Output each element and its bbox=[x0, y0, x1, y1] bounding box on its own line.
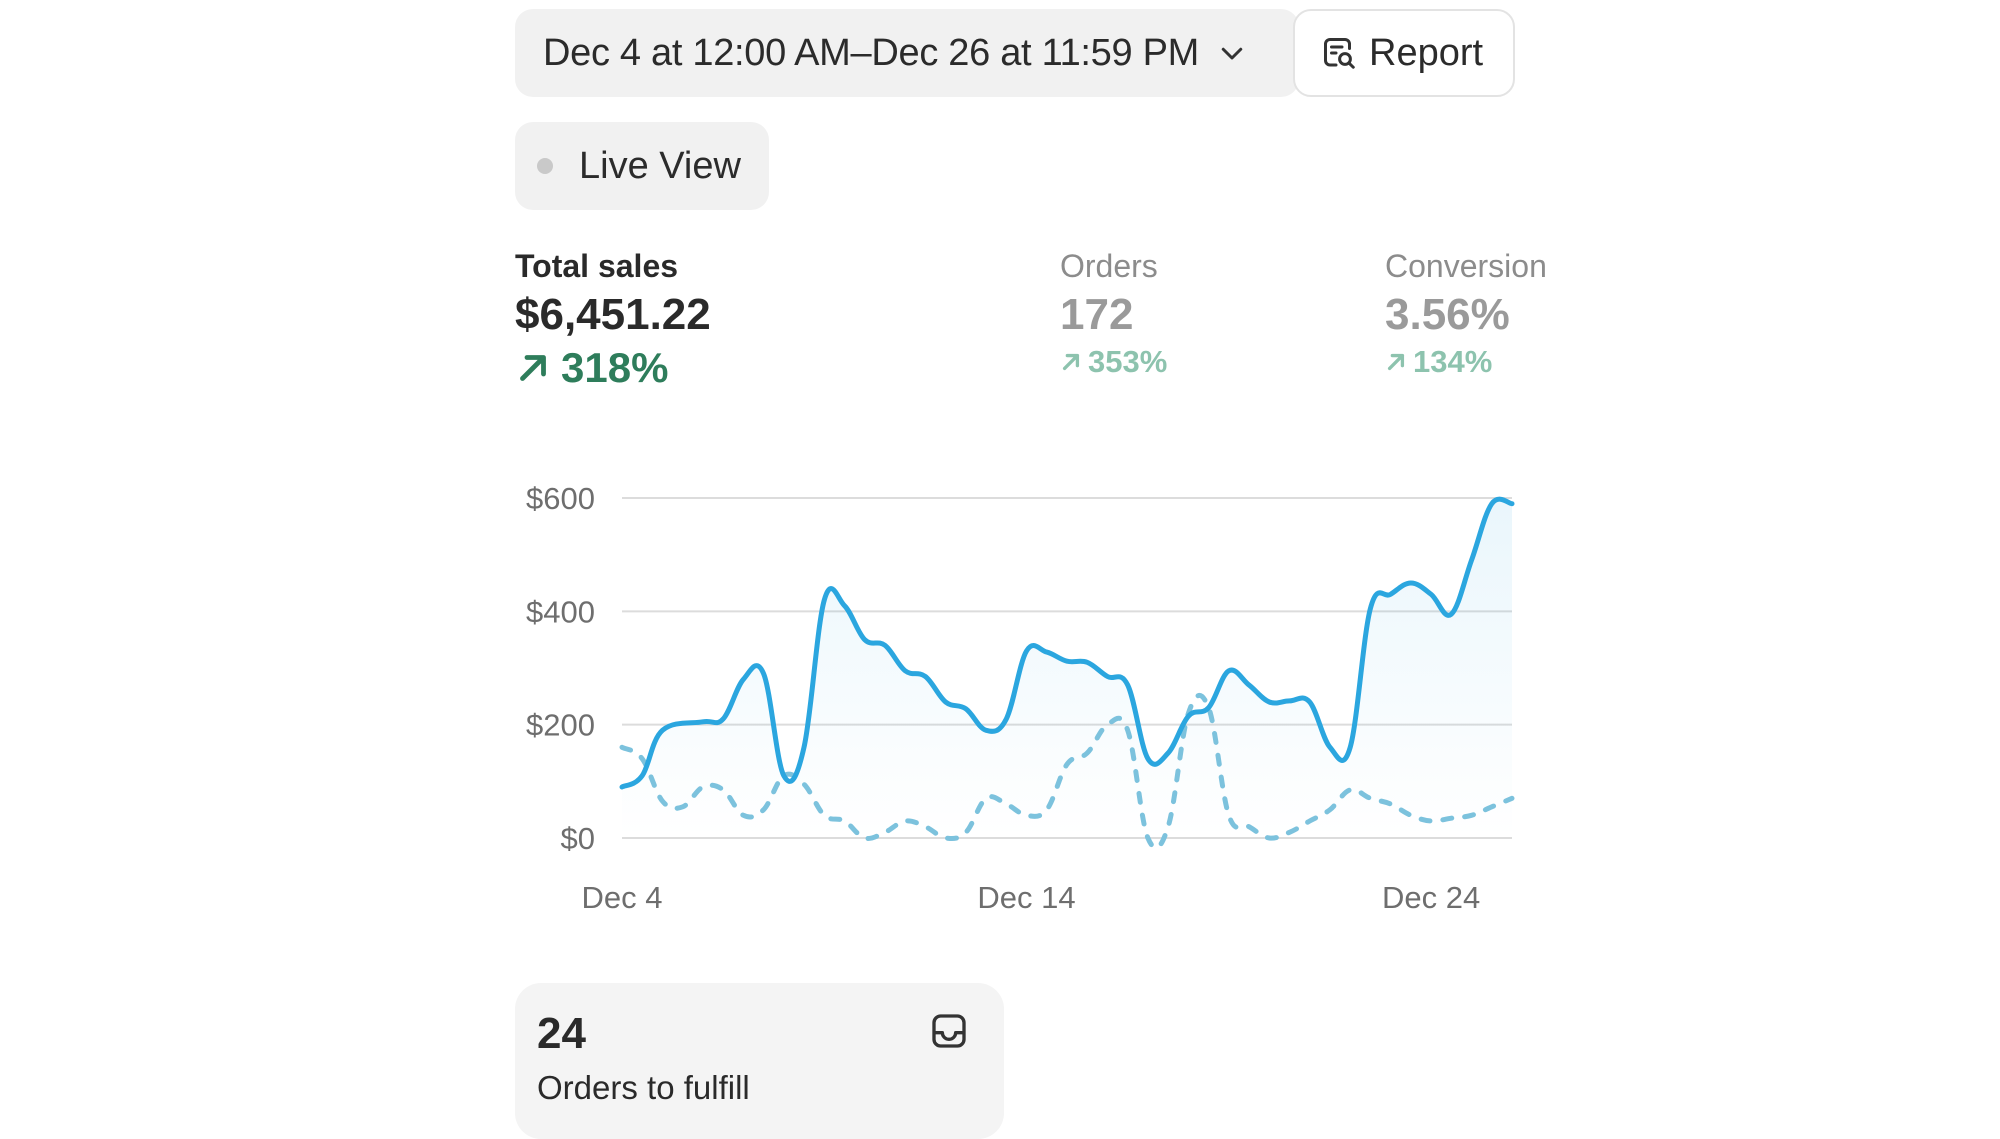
x-tick-label: Dec 4 bbox=[582, 880, 663, 915]
arrow-up-right-icon bbox=[520, 355, 546, 381]
y-tick-label: $200 bbox=[526, 708, 595, 743]
live-view-label: Live View bbox=[579, 144, 741, 187]
metric-change-value: 134% bbox=[1413, 344, 1493, 379]
report-search-icon bbox=[1324, 38, 1355, 69]
metric-change: 318% bbox=[515, 344, 668, 392]
report-button[interactable]: Report bbox=[1293, 9, 1515, 97]
arrow-up-right-icon bbox=[1062, 353, 1080, 371]
arrow-up-right-icon bbox=[1387, 353, 1405, 371]
date-range-label: Dec 4 at 12:00 AM–Dec 26 at 11:59 PM bbox=[543, 31, 1200, 74]
live-view-button[interactable]: Live View bbox=[515, 122, 769, 210]
comparison-series-line bbox=[619, 693, 1515, 851]
current-series-line bbox=[619, 496, 1515, 790]
report-label: Report bbox=[1369, 31, 1484, 74]
metric-change: 353% bbox=[1060, 344, 1167, 380]
current-series-area bbox=[622, 499, 1512, 838]
metric-change-value: 353% bbox=[1088, 344, 1168, 379]
y-tick-label: $400 bbox=[526, 594, 595, 629]
metric-value: 172 bbox=[1060, 290, 1134, 339]
metric-change-value: 318% bbox=[561, 344, 669, 391]
orders-to-fulfill-label: Orders to fulfill bbox=[537, 1069, 750, 1106]
orders-to-fulfill-count: 24 bbox=[537, 1009, 586, 1058]
metric-label: Conversion bbox=[1385, 248, 1547, 284]
date-range-button[interactable]: Dec 4 at 12:00 AM–Dec 26 at 11:59 PM bbox=[515, 9, 1299, 97]
x-tick-label: Dec 24 bbox=[1382, 880, 1480, 915]
x-tick-label: Dec 14 bbox=[977, 880, 1075, 915]
orders-to-fulfill-card[interactable]: 24 Orders to fulfill bbox=[515, 983, 1004, 1139]
metric-conversion[interactable]: Conversion 3.56% 134% bbox=[1385, 240, 1560, 390]
inbox-icon bbox=[932, 1014, 966, 1048]
y-tick-label: $0 bbox=[561, 821, 595, 856]
metric-value: $6,451.22 bbox=[515, 290, 711, 339]
metric-value: 3.56% bbox=[1385, 290, 1510, 339]
metric-label: Orders bbox=[1060, 248, 1158, 284]
live-status-dot bbox=[537, 158, 553, 174]
y-tick-label: $600 bbox=[526, 481, 595, 516]
metric-label: Total sales bbox=[515, 248, 679, 284]
metric-change: 134% bbox=[1385, 344, 1492, 380]
chevron-down-icon bbox=[1221, 47, 1243, 60]
